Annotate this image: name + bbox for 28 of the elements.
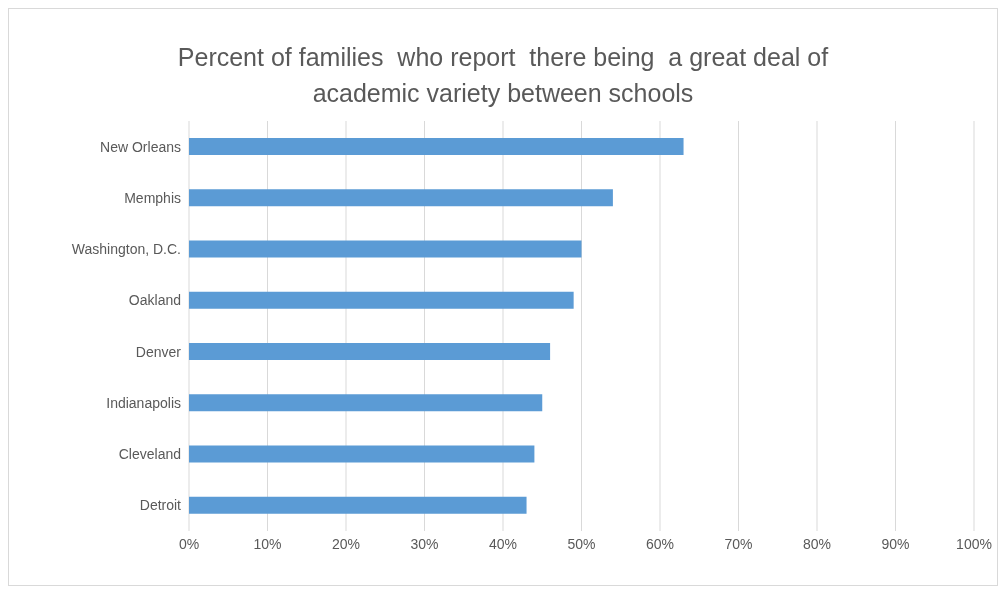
y-tick-label: Oakland: [128, 292, 181, 309]
x-tick-label: 10%: [253, 535, 282, 552]
y-tick-label: Memphis: [124, 189, 181, 206]
bar: [189, 394, 543, 412]
y-tick-label: Denver: [135, 343, 182, 360]
bar: [189, 189, 613, 207]
x-tick-label: 40%: [488, 535, 518, 552]
x-tick-label: 30%: [410, 535, 439, 552]
x-tick-label: 60%: [645, 535, 675, 552]
bar: [189, 445, 535, 463]
x-tick-label: 80%: [802, 535, 832, 552]
bar: [189, 138, 684, 155]
x-tick-label: 50%: [567, 535, 596, 552]
bar: [189, 291, 574, 309]
x-tick-label: 100%: [956, 535, 992, 552]
x-tick-label: 0%: [178, 535, 200, 552]
bar: [189, 343, 551, 360]
chart-title: Percent of families who report there being a great deal of academic variety between schools: [176, 42, 830, 109]
bar: [189, 496, 527, 514]
bar: [189, 240, 582, 258]
x-tick-label: 90%: [881, 535, 910, 552]
y-tick-label: Cleveland: [118, 446, 181, 463]
x-tick-label: 20%: [331, 535, 361, 552]
y-tick-label: New Orleans: [100, 138, 181, 155]
y-tick-label: Detroit: [139, 497, 182, 514]
y-tick-label: Indianapolis: [106, 394, 181, 411]
x-tick-label: 70%: [724, 535, 753, 552]
y-tick-label: Washington, D.C.: [71, 241, 181, 258]
